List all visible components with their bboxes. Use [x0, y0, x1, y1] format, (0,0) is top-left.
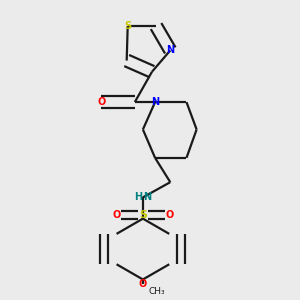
Text: O: O: [139, 278, 147, 289]
Text: O: O: [97, 97, 106, 107]
Text: O: O: [165, 210, 173, 220]
Text: H: H: [134, 192, 142, 203]
Text: O: O: [112, 210, 121, 220]
Text: N: N: [143, 192, 151, 203]
Text: N: N: [151, 97, 159, 107]
Text: CH₃: CH₃: [149, 287, 165, 296]
Text: S: S: [139, 210, 147, 220]
Text: N: N: [166, 45, 174, 56]
Text: S: S: [124, 21, 131, 31]
